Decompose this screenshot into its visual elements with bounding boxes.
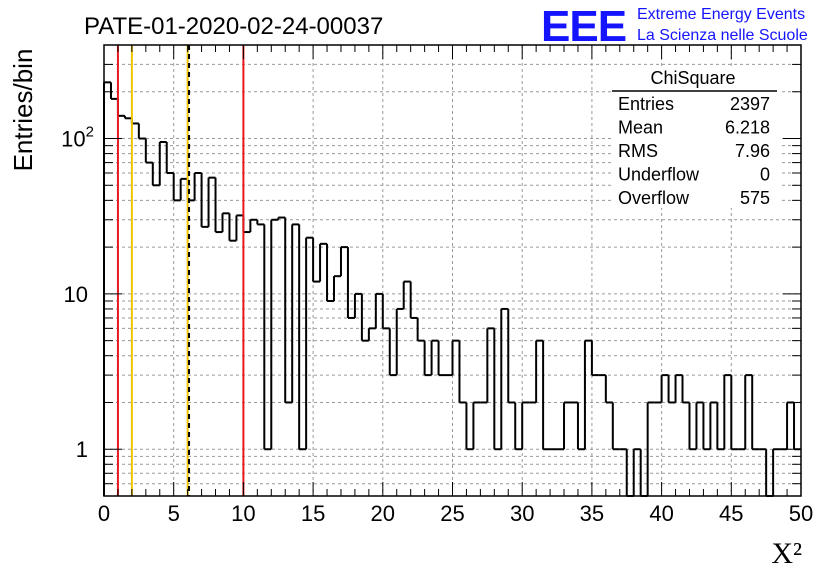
y-tick-label: 1 xyxy=(76,437,88,462)
eee-logo-mark: EEE xyxy=(541,2,626,51)
stats-box: ChiSquare Entries 2397 Mean 6.218 RMS 7.96 Und… xyxy=(612,68,780,208)
stats-row-label: RMS xyxy=(618,141,658,161)
stats-row-value: 6.218 xyxy=(725,118,770,138)
stats-box-background xyxy=(612,68,780,208)
cut-lines xyxy=(116,45,245,496)
x-axis-label: X² xyxy=(771,537,802,570)
stats-title: ChiSquare xyxy=(650,68,735,88)
stats-row-value: 7.96 xyxy=(735,141,770,161)
x-tick-label: 35 xyxy=(580,501,604,526)
x-tick-label: 40 xyxy=(649,501,673,526)
y-tick-label-exponent: 2 xyxy=(86,124,94,141)
y-axis-label: Entries/bin xyxy=(8,49,38,172)
x-tick-label: 50 xyxy=(789,501,813,526)
x-tick-label: 10 xyxy=(231,501,255,526)
x-tick-label: 0 xyxy=(98,501,110,526)
chart-title: PATE-01-2020-02-24-00037 xyxy=(84,13,383,40)
y-tick-label-base: 10 xyxy=(61,127,85,152)
logo-line-1: Extreme Energy Events xyxy=(637,6,805,23)
stats-row-value: 2397 xyxy=(730,94,770,114)
x-tick-label: 5 xyxy=(168,501,180,526)
y-tick-label: 102 xyxy=(61,124,94,152)
histogram xyxy=(103,81,801,497)
stats-row-label: Underflow xyxy=(618,165,700,185)
x-tick-label: 15 xyxy=(301,501,325,526)
stats-row-value: 0 xyxy=(760,165,770,185)
x-tick-label: 30 xyxy=(510,501,534,526)
stats-row-label: Entries xyxy=(618,94,674,114)
x-tick-label: 45 xyxy=(719,501,743,526)
stats-row-value: 575 xyxy=(740,188,770,208)
eee-logo: EEE Extreme Energy Events La Scienza nel… xyxy=(541,2,808,51)
stats-row-label: Overflow xyxy=(618,188,690,208)
stats-rows: Entries 2397 Mean 6.218 RMS 7.96 Underflow 0 Ove… xyxy=(618,94,770,208)
axes xyxy=(103,44,802,497)
x-tick-label: 25 xyxy=(440,501,464,526)
x-tick-label: 20 xyxy=(371,501,395,526)
x-tick-labels: 0 5 10 15 20 25 30 35 40 45 50 xyxy=(98,501,813,526)
y-tick-label: 10 xyxy=(64,282,88,307)
stats-row-label: Mean xyxy=(618,118,663,138)
logo-line-2: La Scienza nelle Scuole xyxy=(637,27,808,44)
